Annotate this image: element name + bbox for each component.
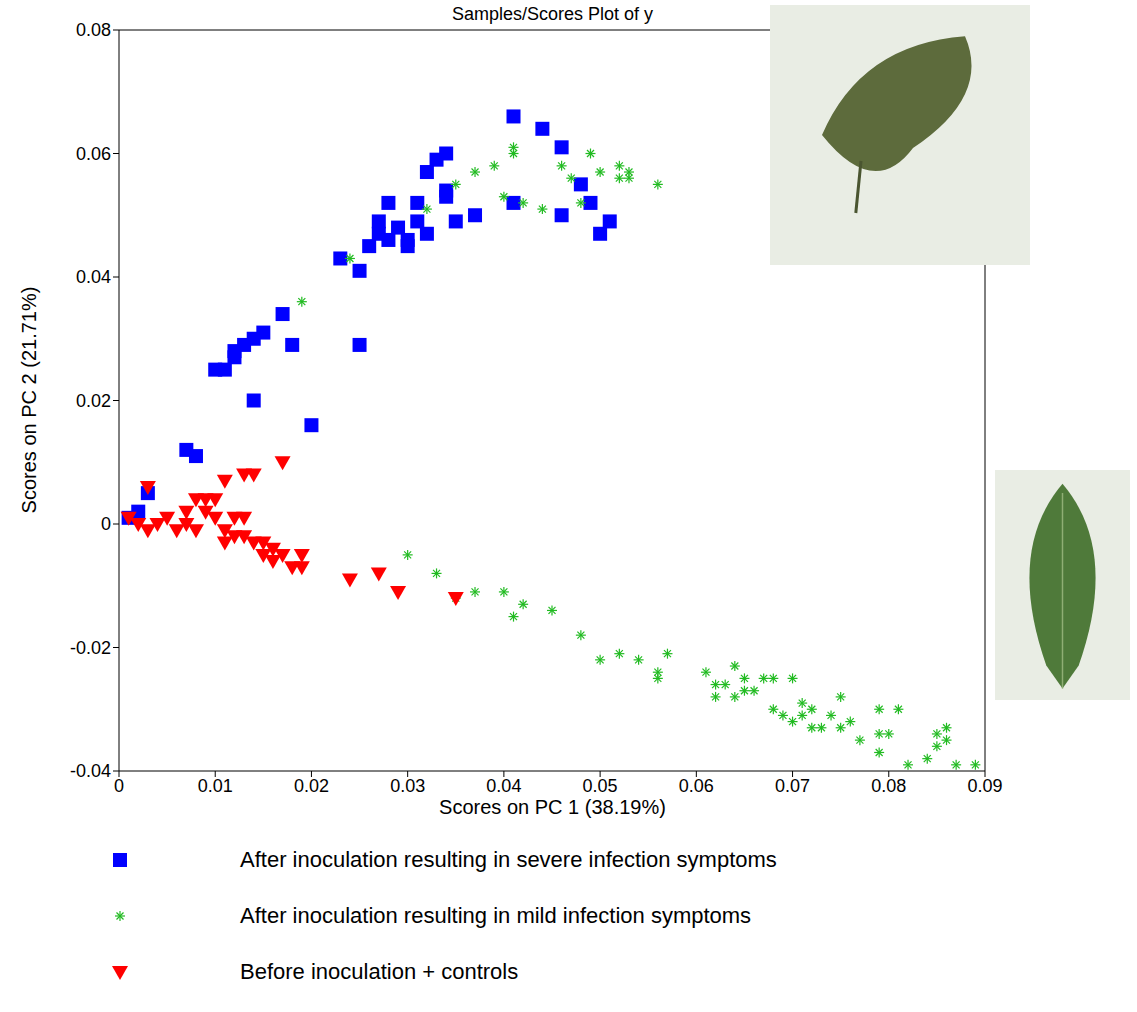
svg-text:0: 0: [114, 776, 124, 796]
svg-text:0.08: 0.08: [871, 776, 906, 796]
svg-text:0.06: 0.06: [76, 144, 111, 164]
svg-text:0.09: 0.09: [967, 776, 1002, 796]
html-text:Scores on PC 1 (38.19%): Scores on PC 1 (38.19%): [439, 796, 666, 818]
svg-text:0.04: 0.04: [486, 776, 521, 796]
html-text:Before inoculation + controls: Before inoculation + controls: [240, 959, 519, 984]
html-text:Scores on PC 2 (21.71%): Scores on PC 2 (21.71%): [18, 286, 40, 514]
svg-text:0.02: 0.02: [76, 391, 111, 411]
html-text:After inoculation resulting in: After inoculation resulting in severe in…: [240, 847, 777, 872]
html-text:Samples/Scores Plot of y: Samples/Scores Plot of y: [452, 4, 653, 24]
svg-text:0.07: 0.07: [775, 776, 810, 796]
svg-text:0.02: 0.02: [294, 776, 329, 796]
svg-text:-0.02: -0.02: [70, 638, 111, 658]
svg-text:0.08: 0.08: [76, 20, 111, 40]
svg-text:0.06: 0.06: [679, 776, 714, 796]
svg-text:0.04: 0.04: [76, 267, 111, 287]
svg-text:0.01: 0.01: [198, 776, 233, 796]
html-text:After inoculation resulting in: After inoculation resulting in mild infe…: [240, 903, 752, 928]
svg-text:-0.04: -0.04: [70, 761, 111, 781]
svg-text:0.05: 0.05: [583, 776, 618, 796]
svg-text:0.03: 0.03: [390, 776, 425, 796]
svg-text:0: 0: [101, 514, 111, 534]
